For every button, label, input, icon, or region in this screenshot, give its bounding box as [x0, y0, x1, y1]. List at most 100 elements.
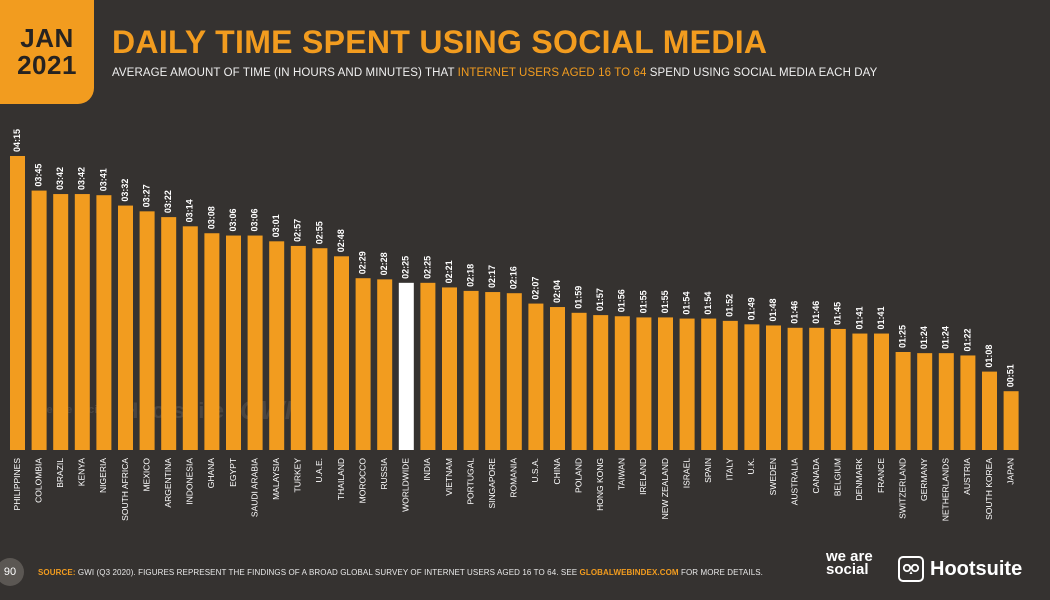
category-label: INDIA	[422, 458, 432, 481]
data-label: 01:25	[897, 325, 907, 348]
data-label: 01:46	[811, 301, 821, 324]
chart-subtitle: AVERAGE AMOUNT OF TIME (IN HOURS AND MIN…	[112, 67, 877, 79]
category-label: WORLDWIDE	[401, 458, 411, 512]
category-label: SINGAPORE	[487, 458, 497, 509]
bar	[1003, 391, 1019, 450]
category-label: POLAND	[573, 458, 583, 493]
bar	[830, 328, 846, 450]
bar	[614, 316, 630, 450]
data-label: 01:22	[962, 328, 972, 351]
data-label: 01:45	[833, 302, 843, 325]
data-label: 02:18	[465, 264, 475, 287]
category-label: PORTUGAL	[465, 458, 475, 505]
bar	[960, 355, 976, 450]
data-label: 01:08	[984, 345, 994, 368]
bar	[917, 353, 933, 450]
category-label: ITALY	[725, 458, 735, 481]
category-label: SPAIN	[703, 458, 713, 483]
bar	[96, 195, 112, 450]
bar	[787, 327, 803, 450]
category-label: MEXICO	[141, 458, 151, 492]
data-label: 00:51	[1005, 364, 1015, 387]
category-label: NIGERIA	[98, 458, 108, 493]
category-label: NEW ZEALAND	[660, 458, 670, 519]
bar	[74, 194, 90, 450]
category-label: NETHERLANDS	[941, 458, 951, 522]
bar	[182, 226, 198, 450]
data-label: 02:57	[293, 219, 303, 242]
bar	[485, 292, 501, 450]
bar	[658, 317, 673, 450]
source-text: GWI (Q3 2020). FIGURES REPRESENT THE FIN…	[75, 568, 580, 577]
category-label: JAPAN	[1005, 458, 1015, 485]
bar	[161, 217, 177, 450]
data-label: 02:21	[444, 260, 454, 283]
bar	[852, 333, 868, 450]
category-label: ARGENTINA	[163, 458, 173, 508]
data-label: 03:32	[120, 179, 130, 202]
data-label: 01:46	[789, 301, 799, 324]
bar	[701, 318, 717, 450]
source-label: SOURCE:	[38, 568, 76, 577]
subtitle-post: SPEND USING SOCIAL MEDIA EACH DAY	[646, 67, 878, 79]
bar	[938, 353, 954, 450]
bar	[528, 303, 544, 450]
category-label: MOROCCO	[357, 458, 367, 504]
data-label: 03:45	[33, 164, 43, 187]
category-label: RUSSIA	[379, 458, 389, 490]
data-label: 01:52	[725, 294, 735, 317]
bar	[355, 278, 371, 450]
data-label: 01:41	[854, 307, 864, 330]
data-label: 03:06	[228, 209, 238, 232]
source-tail: FOR MORE DETAILS.	[678, 568, 763, 577]
category-label: AUSTRALIA	[789, 458, 799, 506]
category-label: SOUTH KOREA	[984, 458, 994, 520]
bar	[442, 287, 457, 450]
category-label: IRELAND	[638, 458, 648, 495]
data-label: 01:24	[941, 326, 951, 349]
bar	[593, 315, 609, 450]
data-label: 02:07	[530, 277, 540, 300]
category-label: CANADA	[811, 458, 821, 494]
category-label: EGYPT	[228, 458, 238, 487]
bar-chart: 04:15 PHILIPPINES 03:45 COLOMBIA 03:42 BRAZIL…	[10, 129, 1019, 522]
data-label: 04:15	[12, 129, 22, 152]
category-label: PHILIPPINES	[12, 458, 22, 511]
data-label: 02:04	[552, 280, 562, 303]
data-label: 02:25	[401, 256, 411, 279]
data-label: 01:24	[919, 326, 929, 349]
bar	[377, 279, 393, 450]
data-label: 01:48	[768, 298, 778, 321]
bar	[53, 194, 69, 450]
date-tab: JAN 2021	[0, 0, 94, 104]
bar	[290, 245, 306, 450]
bar	[506, 293, 522, 450]
category-label: HONG KONG	[595, 458, 605, 511]
data-label: 03:42	[55, 167, 65, 190]
data-label: 03:27	[141, 184, 151, 207]
bar	[679, 318, 695, 450]
data-label: 01:49	[746, 297, 756, 320]
data-label: 03:01	[271, 214, 281, 237]
bar	[398, 282, 414, 450]
data-label: 01:57	[595, 288, 605, 311]
category-label: DENMARK	[854, 458, 864, 501]
source-link[interactable]: GLOBALWEBINDEX.COM	[579, 568, 679, 577]
bar	[269, 241, 285, 450]
data-label: 02:48	[336, 229, 346, 252]
category-label: SOUTH AFRICA	[120, 458, 130, 521]
category-label: BELGIUM	[833, 458, 843, 496]
category-label: AUSTRIA	[962, 458, 972, 495]
category-label: VIETNAM	[444, 458, 454, 496]
bar	[571, 312, 587, 450]
bar	[895, 352, 911, 450]
bar	[809, 327, 825, 450]
brand-hootsuite-label: Hootsuite	[930, 557, 1023, 580]
category-label: THAILAND	[336, 458, 346, 500]
brand-wearesocial: we are social	[826, 548, 873, 579]
data-label: 01:41	[876, 307, 886, 330]
bar	[31, 190, 47, 450]
category-label: SWITZERLAND	[897, 458, 907, 519]
bar	[334, 256, 349, 450]
bar	[766, 325, 781, 450]
